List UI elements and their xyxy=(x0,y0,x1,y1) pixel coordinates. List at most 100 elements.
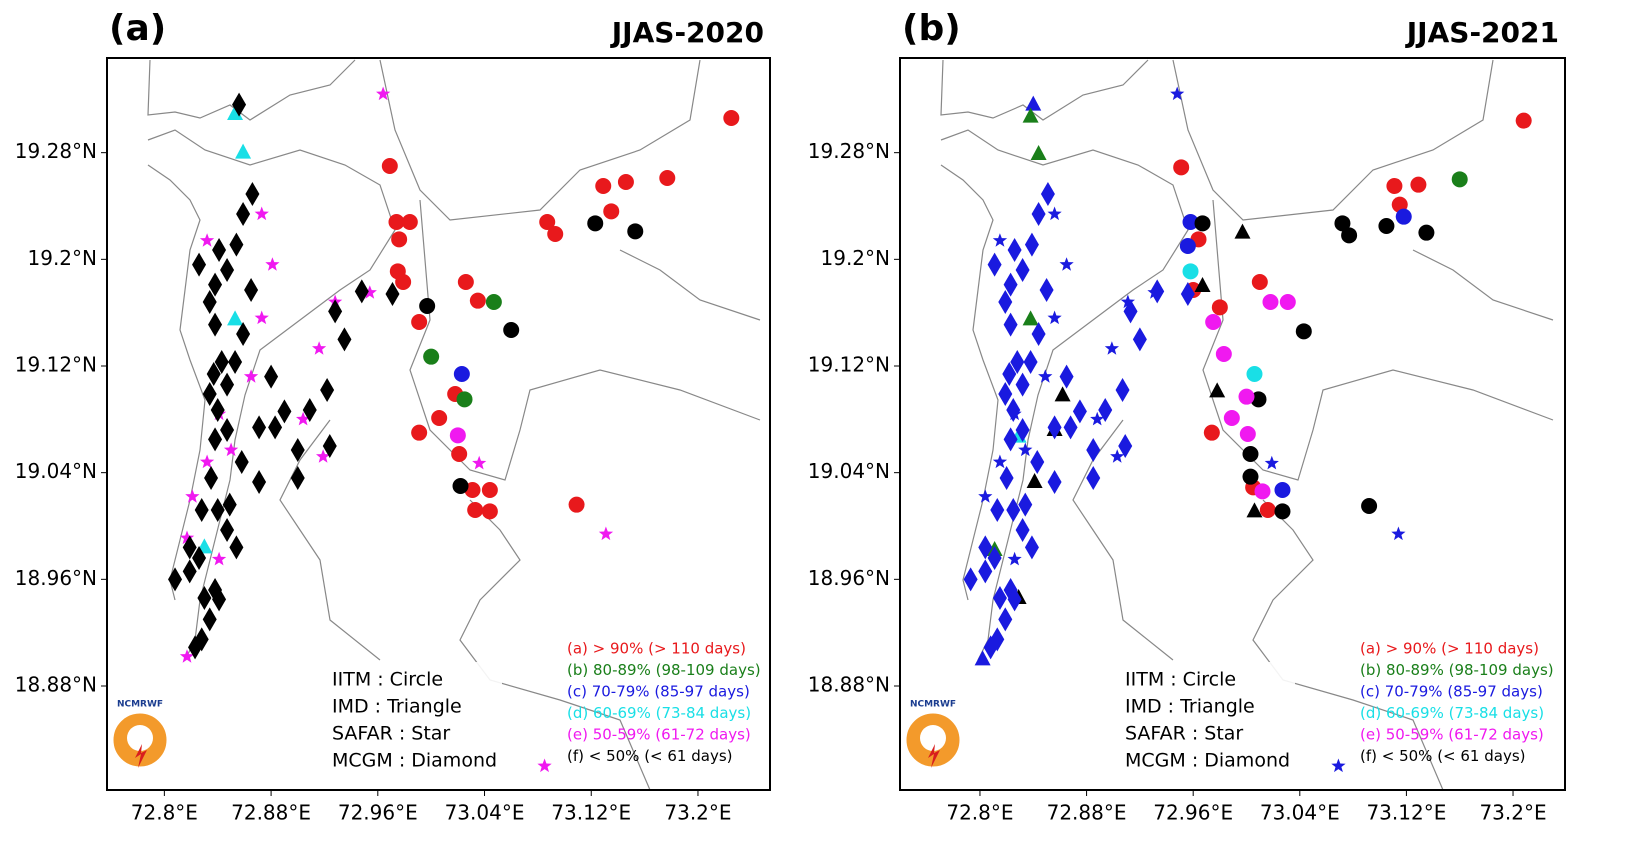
network-legend-entry: IMD : Triangle xyxy=(1125,696,1255,718)
circle-marker xyxy=(1251,274,1268,290)
star-marker xyxy=(1331,758,1346,773)
triangle-marker xyxy=(1194,277,1211,292)
diamond-marker xyxy=(1132,327,1147,352)
class-legend-entry: (e) 50-59% (61-72 days) xyxy=(567,726,751,744)
diamond-marker xyxy=(210,498,225,522)
diamond-marker xyxy=(354,279,369,304)
circle-marker xyxy=(464,482,481,498)
circle-marker xyxy=(1386,178,1403,194)
diamond-marker xyxy=(1015,418,1030,442)
star-marker xyxy=(254,310,269,325)
circle-marker xyxy=(481,482,498,498)
circle-marker xyxy=(659,170,676,186)
x-tick-label: 72.96°E xyxy=(338,801,418,825)
circle-marker xyxy=(1215,346,1232,362)
network-legend-entry: IITM : Circle xyxy=(332,669,443,691)
x-tick-label: 72.8°E xyxy=(131,801,198,825)
star-marker xyxy=(1264,455,1279,470)
circle-marker xyxy=(401,214,418,230)
network-legend-entry: IITM : Circle xyxy=(1125,669,1236,691)
diamond-marker xyxy=(290,438,305,462)
diamond-marker xyxy=(1007,587,1022,612)
diamond-marker xyxy=(234,450,249,474)
circle-marker xyxy=(469,292,486,309)
diamond-marker xyxy=(182,559,197,584)
class-legend-entry: (b) 80-89% (98-109 days) xyxy=(567,661,761,679)
circle-marker xyxy=(1173,159,1190,176)
diamond-marker xyxy=(168,567,183,592)
diamond-marker xyxy=(194,498,209,522)
diamond-marker xyxy=(208,427,223,452)
circle-marker xyxy=(1238,388,1255,405)
diamond-marker xyxy=(1018,492,1033,517)
network-legend-box xyxy=(322,662,502,774)
circle-marker xyxy=(481,503,498,520)
circle-marker xyxy=(467,502,484,518)
diamond-marker xyxy=(290,466,305,490)
star-marker xyxy=(316,449,331,463)
star-marker xyxy=(376,86,391,101)
star-marker xyxy=(179,649,195,663)
triangle-marker xyxy=(1022,310,1039,326)
x-tick-label: 73.04°E xyxy=(1260,801,1340,825)
star-marker xyxy=(223,442,239,457)
diamond-marker xyxy=(212,238,227,262)
diamond-marker xyxy=(1003,272,1018,297)
diamond-marker xyxy=(999,466,1014,490)
diamond-marker xyxy=(222,492,237,517)
y-tick-label: 19.04°N xyxy=(808,459,890,483)
circle-marker xyxy=(381,158,398,174)
star-marker xyxy=(472,455,487,470)
circle-marker xyxy=(1223,410,1240,426)
diamond-marker xyxy=(214,350,229,374)
network-legend-entry: SAFAR : Star xyxy=(1125,723,1243,745)
diamond-marker xyxy=(202,382,217,406)
class-legend-entry: (b) 80-89% (98-109 days) xyxy=(1360,661,1554,679)
diamond-marker xyxy=(1003,427,1018,452)
diamond-marker xyxy=(992,586,1007,610)
star-marker xyxy=(1090,411,1105,426)
diamond-marker xyxy=(212,587,227,612)
diamond-marker xyxy=(1015,518,1030,542)
diamond-marker xyxy=(245,182,260,206)
diamond-marker xyxy=(252,470,267,494)
diamond-marker xyxy=(1072,399,1087,424)
diamond-marker xyxy=(204,466,219,490)
diamond-marker xyxy=(987,546,1002,570)
diamond-marker xyxy=(220,258,235,282)
star-marker xyxy=(254,206,269,221)
circle-marker xyxy=(1194,215,1211,232)
circle-marker xyxy=(603,203,620,220)
circle-marker xyxy=(1262,294,1279,310)
diamond-marker xyxy=(1047,415,1062,440)
diamond-marker xyxy=(1030,450,1045,474)
diamond-marker xyxy=(1024,535,1039,560)
diamond-marker xyxy=(188,635,203,660)
y-tick-label: 19.28°N xyxy=(808,139,890,163)
diamond-marker xyxy=(229,232,244,257)
x-tick-label: 73.2°E xyxy=(664,801,731,825)
class-legend-entry: (a) > 90% (> 110 days) xyxy=(1360,640,1539,658)
diamond-marker xyxy=(1086,466,1101,490)
star-marker xyxy=(992,454,1008,469)
circle-marker xyxy=(457,274,474,290)
x-tick-label: 72.88°E xyxy=(231,801,311,825)
circle-marker xyxy=(1341,227,1358,244)
logo-bolt xyxy=(928,744,940,768)
circle-marker xyxy=(451,446,468,462)
star-marker xyxy=(992,233,1008,247)
diamond-marker xyxy=(192,252,207,277)
diamond-marker xyxy=(277,399,292,424)
network-legend-entry: MCGM : Diamond xyxy=(332,750,497,772)
logo-cloud xyxy=(127,725,153,751)
class-legend-entry: (d) 60-69% (73-84 days) xyxy=(567,704,751,722)
circle-marker xyxy=(1179,238,1196,254)
star-marker xyxy=(1104,341,1119,355)
diamond-marker xyxy=(1006,498,1021,522)
circle-marker xyxy=(1391,196,1408,213)
circle-marker xyxy=(452,478,469,494)
triangle-marker xyxy=(1026,473,1043,488)
triangle-marker xyxy=(974,650,991,666)
star-marker xyxy=(211,551,227,566)
circle-marker xyxy=(453,366,470,382)
